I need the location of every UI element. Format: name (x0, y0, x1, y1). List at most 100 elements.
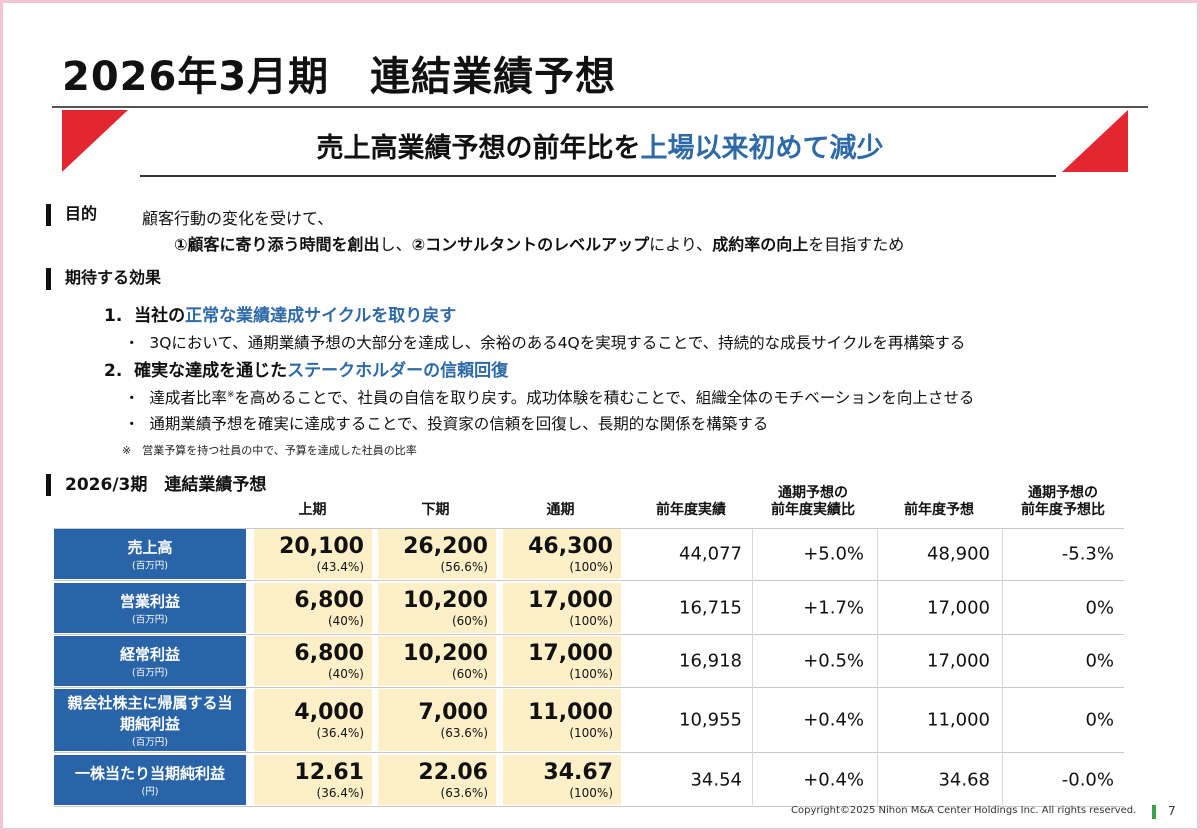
cell-content: 11,000 (100%) (528, 700, 613, 740)
row-label-main: 営業利益 (119, 592, 180, 611)
cell-value: 16,715 (679, 597, 742, 619)
cell-share: (36.4%) (316, 726, 364, 740)
effect-item-2-number: 2. (104, 361, 123, 381)
cell-share: (100%) (569, 667, 613, 681)
row-label: 経常利益 (百万円) (54, 636, 246, 686)
row-separator (54, 752, 1124, 753)
purpose-text-1: し、 (379, 235, 412, 254)
column-separator (752, 529, 753, 805)
row-label-unit: (百万円) (132, 667, 168, 679)
row-label-unit: (百万円) (132, 614, 168, 626)
row-separator (54, 580, 1124, 581)
cell-value: +0.4% (803, 769, 864, 791)
column-separator (877, 529, 878, 805)
cell-value: +0.5% (803, 650, 864, 672)
cell-fy: 11,000 (100%) (503, 689, 621, 751)
purpose-text-3: を目指すため (808, 235, 905, 254)
row-label-unit: (百万円) (132, 737, 168, 748)
cell-prev: 44,077 (632, 529, 750, 579)
headline-underline (140, 175, 1056, 177)
cell-share: (100%) (569, 560, 613, 574)
row-label-inner: 親会社株主に帰属する当 期純利益 (百万円) (54, 692, 246, 748)
cell-value: 34.68 (938, 769, 990, 791)
effects-heading: 期待する効果 (46, 264, 161, 290)
row-label-main-2: 期純利益 (119, 715, 180, 733)
row-separator (54, 806, 1124, 807)
section-marker (46, 474, 51, 496)
cell-vs-prev-fc: 0% (1004, 689, 1122, 751)
bullet-text-a: 達成者比率 (149, 389, 227, 407)
red-triangle-left-decoration (62, 110, 128, 172)
col-header-vs-prev-line2: 前年度実績比 (771, 502, 855, 518)
cell-value: 10,955 (679, 709, 742, 731)
bullet-mark: ・ (124, 389, 140, 407)
cell-value: 22.06 (418, 760, 488, 785)
cell-share: (40%) (327, 667, 364, 681)
cell-content: 26,200 (56.6%) (403, 534, 488, 574)
page-title: 2026年3月期 連結業績予想 (62, 54, 617, 100)
cell-h2: 10,200 (60%) (378, 583, 496, 633)
purpose-emphasis-1: ①顧客に寄り添う時間を創出 (174, 235, 380, 254)
cell-h2: 26,200 (56.6%) (378, 529, 496, 579)
effect-item-2-bullet-1: ・ 達成者比率※を高めることで、社員の自信を取り戻す。成功体験を積むことで、組織… (124, 386, 974, 408)
cell-value: +5.0% (803, 543, 864, 565)
row-label-main: 一株当たり当期純利益 (74, 764, 225, 783)
cell-vs-prev-fc: -0.0% (1004, 755, 1122, 805)
cell-h1: 6,800 (40%) (254, 583, 372, 633)
effect-item-1-number: 1. (104, 306, 123, 326)
col-header-prev-fc: 前年度予想 (904, 502, 974, 518)
cell-value: 16,918 (679, 650, 742, 672)
cell-value: 7,000 (418, 700, 488, 725)
purpose-text-2: により、 (649, 235, 713, 254)
cell-value: 46,300 (528, 534, 613, 559)
cell-value: 4,000 (294, 700, 364, 725)
effect-item-1-highlight: 正常な業績達成サイクルを取り戻す (185, 306, 457, 326)
cell-value: 10,200 (403, 588, 488, 613)
copyright: Copyright©2025 Nihon M&A Center Holdings… (791, 805, 1137, 816)
title-divider (52, 106, 1148, 108)
purpose-line2: ①顧客に寄り添う時間を創出し、②コンサルタントのレベルアップにより、成約率の向上… (174, 231, 904, 255)
cell-value: +1.7% (803, 597, 864, 619)
cell-content: 6,800 (40%) (294, 641, 364, 681)
row-label-inner: 経常利益 (百万円) (54, 644, 246, 679)
cell-value: 17,000 (528, 588, 613, 613)
cell-content: 17,000 (100%) (528, 588, 613, 628)
bullet-text-b: を高めることで、社員の自信を取り戻す。成功体験を積むことで、組織全体のモチベーシ… (234, 389, 975, 407)
cell-prev: 34.54 (632, 755, 750, 805)
cell-fy: 46,300 (100%) (503, 529, 621, 579)
section-marker (46, 203, 51, 226)
cell-value: 17,000 (927, 650, 990, 672)
cell-h1: 4,000 (36.4%) (254, 689, 372, 751)
row-label-main: 経常利益 (119, 645, 180, 664)
cell-value: 12.61 (294, 760, 364, 785)
cell-share: (100%) (569, 726, 613, 740)
bullet-text: 通期業績予想を確実に達成することで、投資家の信頼を回復し、長期的な関係を構築する (149, 415, 769, 433)
cell-vs-prev: +1.7% (754, 583, 872, 633)
col-header-vs-prev-fc-line2: 前年度予想比 (1021, 502, 1105, 518)
cell-h2: 10,200 (60%) (378, 636, 496, 686)
cell-share: (60%) (451, 614, 488, 628)
footnote: ※ 営業予算を持つ社員の中で、予算を達成した社員の比率 (122, 444, 417, 457)
cell-content: 7,000 (63.6%) (418, 700, 488, 740)
cell-value: 10,200 (403, 641, 488, 666)
effect-item-1: 1. 当社の正常な業績達成サイクルを取り戻す (104, 301, 456, 326)
col-header-vs-prev-fc: 通期予想の 前年度予想比 (1004, 485, 1122, 519)
row-label: 一株当たり当期純利益 (円) (54, 755, 246, 805)
purpose-heading: 目的 (46, 200, 97, 226)
cell-content: 6,800 (40%) (294, 588, 364, 628)
headline: 売上高業績予想の前年比を上場以来初めて減少 (0, 126, 1200, 165)
cell-value: -0.0% (1061, 769, 1114, 791)
cell-share: (60%) (451, 667, 488, 681)
row-label: 売上高 (百万円) (54, 529, 246, 579)
cell-prev-fc: 48,900 (880, 529, 998, 579)
col-header-vs-prev: 通期予想の 前年度実績比 (754, 485, 872, 519)
cell-share: (40%) (327, 614, 364, 628)
purpose-line1: 顧客行動の変化を受けて、 (142, 209, 334, 228)
col-header-h2: 下期 (421, 502, 450, 518)
bullet-mark: ・ (124, 334, 140, 352)
purpose-emphasis-3: 成約率の向上 (712, 235, 809, 254)
row-label-inner: 一株当たり当期純利益 (円) (54, 763, 246, 798)
cell-share: (56.6%) (440, 560, 488, 574)
page-marker (1152, 805, 1156, 819)
page-number: 7 (1168, 804, 1176, 818)
